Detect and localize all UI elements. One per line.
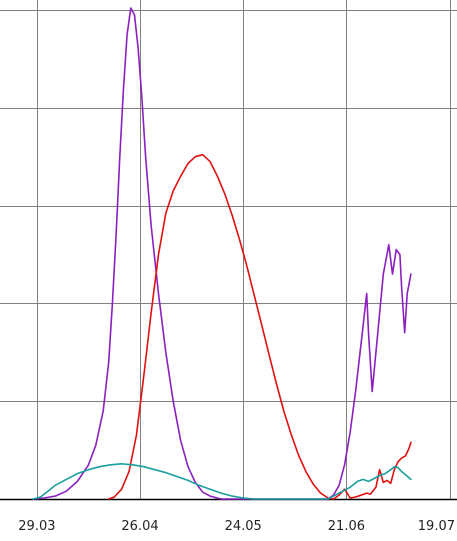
series-line-3 bbox=[32, 462, 412, 500]
x-tick-label: 26.04 bbox=[121, 519, 158, 534]
series-group bbox=[32, 7, 412, 500]
series-line-2 bbox=[107, 153, 412, 500]
x-tick-label: 29.03 bbox=[18, 519, 55, 534]
series-line-1 bbox=[32, 7, 412, 500]
x-tick-label: 21.06 bbox=[328, 519, 365, 534]
x-tick-labels: 29.03 26.04 24.05 21.06 19.07 bbox=[18, 519, 455, 534]
x-tick-label: 24.05 bbox=[225, 519, 262, 534]
x-tick-label: 19.07 bbox=[418, 519, 455, 534]
